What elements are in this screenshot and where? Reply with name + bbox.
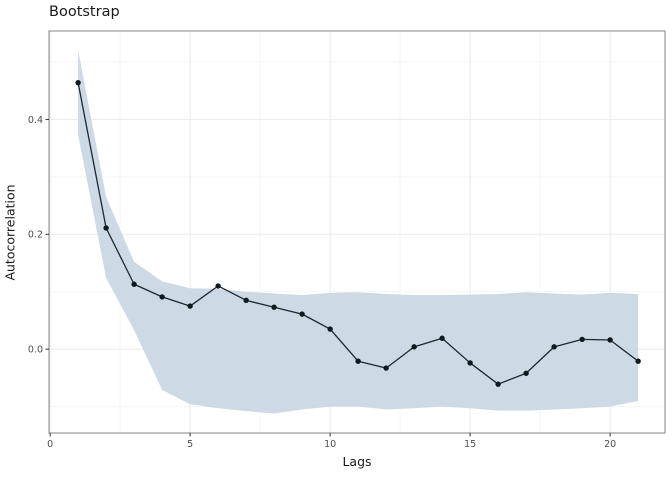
panel-border [48, 30, 666, 434]
acf-point [579, 336, 585, 343]
x-tick-label: 10 [324, 439, 336, 450]
x-tick-label: 0 [47, 439, 53, 450]
acf-point [383, 365, 389, 371]
acf-point [523, 370, 529, 376]
acf-point [635, 358, 641, 364]
acf-point [299, 311, 305, 317]
acf-point [215, 283, 221, 289]
acf-point [411, 344, 417, 350]
y-axis-title: Autocorrelation [2, 184, 18, 281]
plot-title: Bootstrap [49, 4, 120, 20]
x-tick-label: 5 [187, 439, 193, 450]
x-tick-label: 20 [604, 439, 616, 450]
acf-point [271, 304, 277, 310]
acf-point [355, 358, 361, 364]
y-tick-label: 0.0 [28, 345, 43, 356]
acf-point [159, 294, 165, 300]
acf-point [607, 337, 613, 343]
acf-point [131, 281, 137, 287]
acf-point [75, 79, 81, 86]
acf-point [551, 344, 557, 350]
acf-point [439, 335, 445, 341]
y-tick-label: 0.2 [28, 230, 43, 241]
acf-point [187, 303, 193, 309]
acf-point [467, 360, 473, 366]
confidence-ribbon [78, 49, 639, 414]
acf-point [495, 381, 501, 387]
acf-point [243, 297, 249, 304]
acf-point [103, 225, 109, 231]
y-tick-label: 0.4 [28, 115, 43, 126]
acf-point [327, 326, 333, 332]
x-axis-title: Lags [342, 454, 372, 469]
x-tick-label: 15 [464, 439, 476, 450]
